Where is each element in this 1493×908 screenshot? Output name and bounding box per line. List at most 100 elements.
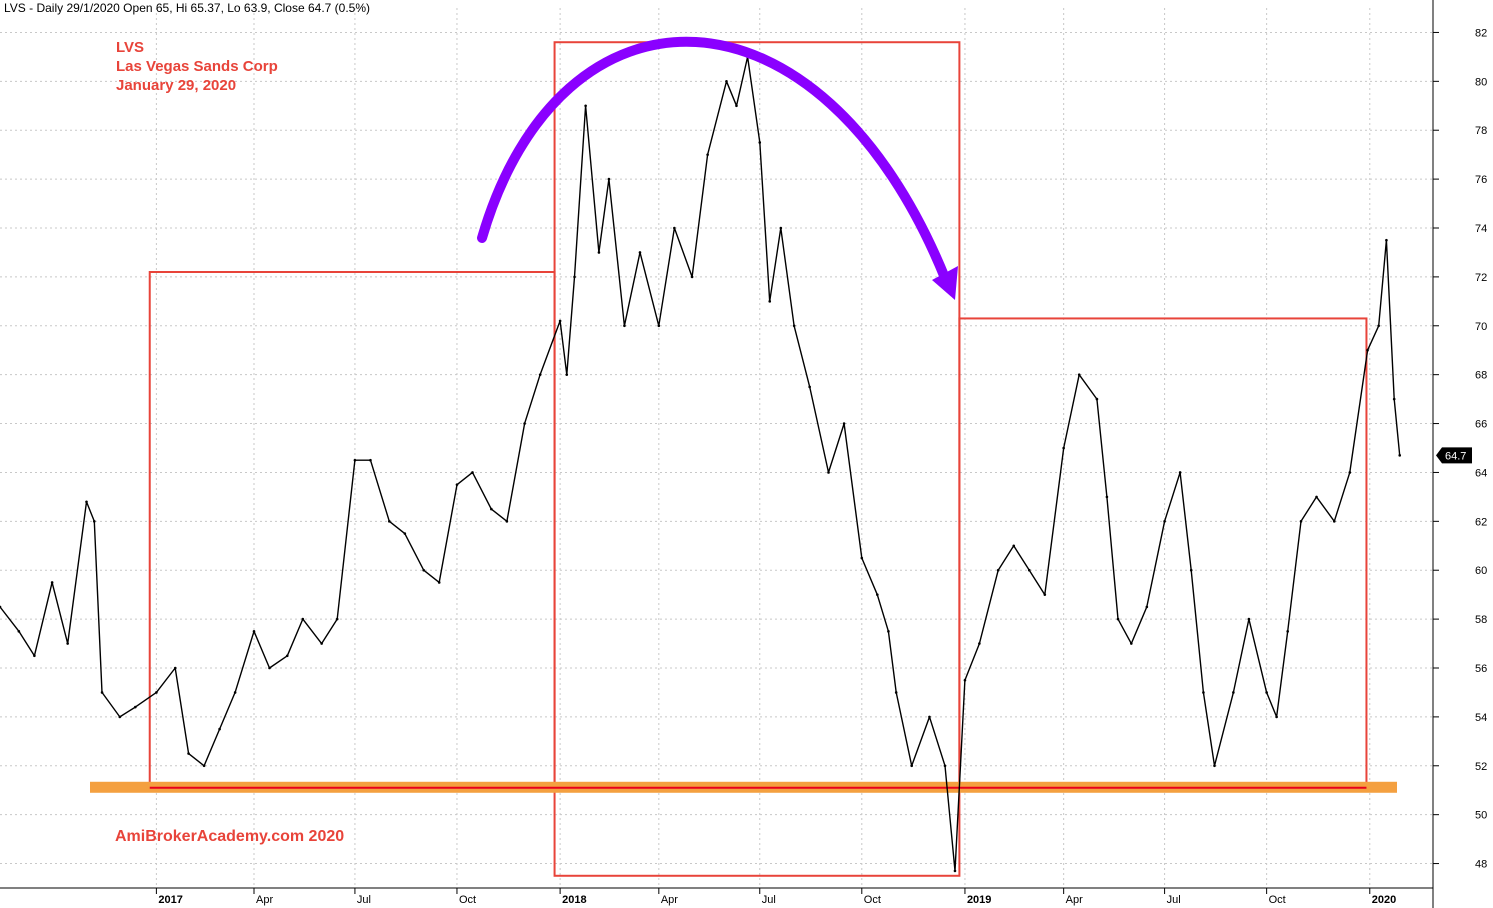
x-tick-label: Jul — [357, 894, 371, 906]
price-point — [1163, 520, 1166, 523]
price-point — [335, 617, 339, 621]
price-point — [85, 500, 88, 504]
x-tick-label: Apr — [256, 894, 273, 906]
watermark: AmiBrokerAcademy.com 2020 — [115, 828, 345, 845]
price-point — [673, 226, 676, 230]
price-point — [725, 80, 728, 83]
price-point — [1275, 715, 1278, 719]
price-point — [285, 654, 289, 658]
arrow-head — [932, 266, 958, 300]
y-tick-label: 66 — [1475, 419, 1487, 431]
x-tick-label: Jul — [1167, 894, 1181, 906]
price-point — [943, 764, 947, 768]
price-point — [827, 471, 830, 474]
trend-box-1 — [148, 271, 556, 787]
price-point — [1286, 630, 1290, 633]
price-point — [173, 666, 177, 670]
y-tick-label: 78 — [1475, 125, 1487, 137]
price-point — [1265, 691, 1268, 694]
price-point — [1189, 568, 1193, 572]
price-point — [842, 422, 846, 425]
price-point — [1348, 471, 1352, 474]
x-tick-label: Apr — [1066, 894, 1083, 906]
price-point — [1130, 642, 1133, 645]
arrow-curve — [477, 36, 950, 283]
company-label: Las Vegas Sands Corp — [116, 58, 278, 75]
y-tick-label: 82 — [1475, 27, 1487, 39]
price-axis: 48 50 52 54 56 58 60 62 64 66 68 70 72 74 76 78 80 82 — [1432, 0, 1487, 908]
price-point — [1062, 446, 1065, 450]
trend-box-3 — [958, 317, 1368, 792]
price-point — [1247, 617, 1251, 621]
price-point — [953, 869, 957, 873]
chart-header: LVS - Daily 29/1/2020 Open 65, Hi 65.37,… — [4, 1, 370, 15]
y-tick-label: 80 — [1475, 76, 1487, 88]
price-point — [1105, 495, 1109, 499]
price-point — [1178, 471, 1182, 474]
y-tick-label: 62 — [1475, 516, 1487, 528]
x-tick-label: Oct — [864, 894, 881, 906]
price-point — [1213, 764, 1216, 768]
trend-boxes — [148, 41, 1368, 877]
price-point — [565, 373, 569, 376]
price-point — [928, 715, 931, 719]
price-point — [963, 678, 967, 682]
y-tick-label: 64 — [1475, 467, 1487, 479]
y-tick-label: 50 — [1475, 810, 1487, 822]
price-point — [1332, 520, 1336, 523]
y-tick-label: 60 — [1475, 565, 1487, 577]
price-point — [538, 373, 542, 376]
price-line — [0, 56, 1401, 872]
x-tick-label: 2019 — [967, 894, 991, 906]
x-tick-label: Jul — [762, 894, 776, 906]
x-tick-label: Oct — [1269, 894, 1286, 906]
trend-box-2 — [553, 41, 961, 877]
price-point — [1299, 520, 1303, 523]
y-tick-label: 48 — [1475, 859, 1487, 871]
price-point — [471, 471, 474, 474]
price-point — [1398, 454, 1402, 457]
price-point — [268, 666, 271, 670]
price-point — [0, 605, 2, 609]
price-point — [218, 727, 221, 731]
price-point — [505, 520, 509, 523]
price-point — [155, 691, 158, 694]
y-tick-label: 58 — [1475, 614, 1487, 626]
x-tick-label: 2020 — [1372, 894, 1396, 906]
price-point — [779, 226, 783, 230]
price-point — [735, 104, 738, 108]
price-point — [134, 705, 137, 709]
price-point — [202, 764, 206, 768]
price-point — [403, 532, 407, 535]
price-point — [50, 581, 54, 584]
price-point — [768, 300, 772, 303]
price-point — [33, 654, 36, 658]
price-point — [808, 385, 811, 389]
price-point — [118, 715, 122, 719]
price-point — [66, 642, 69, 645]
price-point — [92, 520, 96, 523]
price-point — [1116, 617, 1120, 621]
price-point — [1012, 544, 1016, 548]
y-tick-label: 72 — [1475, 272, 1487, 284]
last-price-tag — [1436, 447, 1472, 464]
price-point — [455, 483, 459, 486]
price-point — [523, 422, 526, 425]
price-point — [597, 251, 601, 254]
y-tick-label: 68 — [1475, 370, 1487, 382]
x-tick-label: Apr — [661, 894, 678, 906]
price-point — [1043, 593, 1047, 596]
price-point — [607, 177, 611, 181]
x-tick-label: 2018 — [562, 894, 586, 906]
price-series — [0, 55, 1402, 873]
y-tick-label: 76 — [1475, 174, 1487, 186]
price-point — [1145, 605, 1149, 609]
price-point — [910, 764, 914, 768]
y-tick-label: 52 — [1475, 761, 1487, 773]
price-point — [1077, 373, 1081, 376]
date-label: January 29, 2020 — [116, 77, 237, 94]
price-point — [690, 275, 694, 279]
price-point — [490, 507, 493, 511]
y-tick-label: 74 — [1475, 223, 1487, 235]
